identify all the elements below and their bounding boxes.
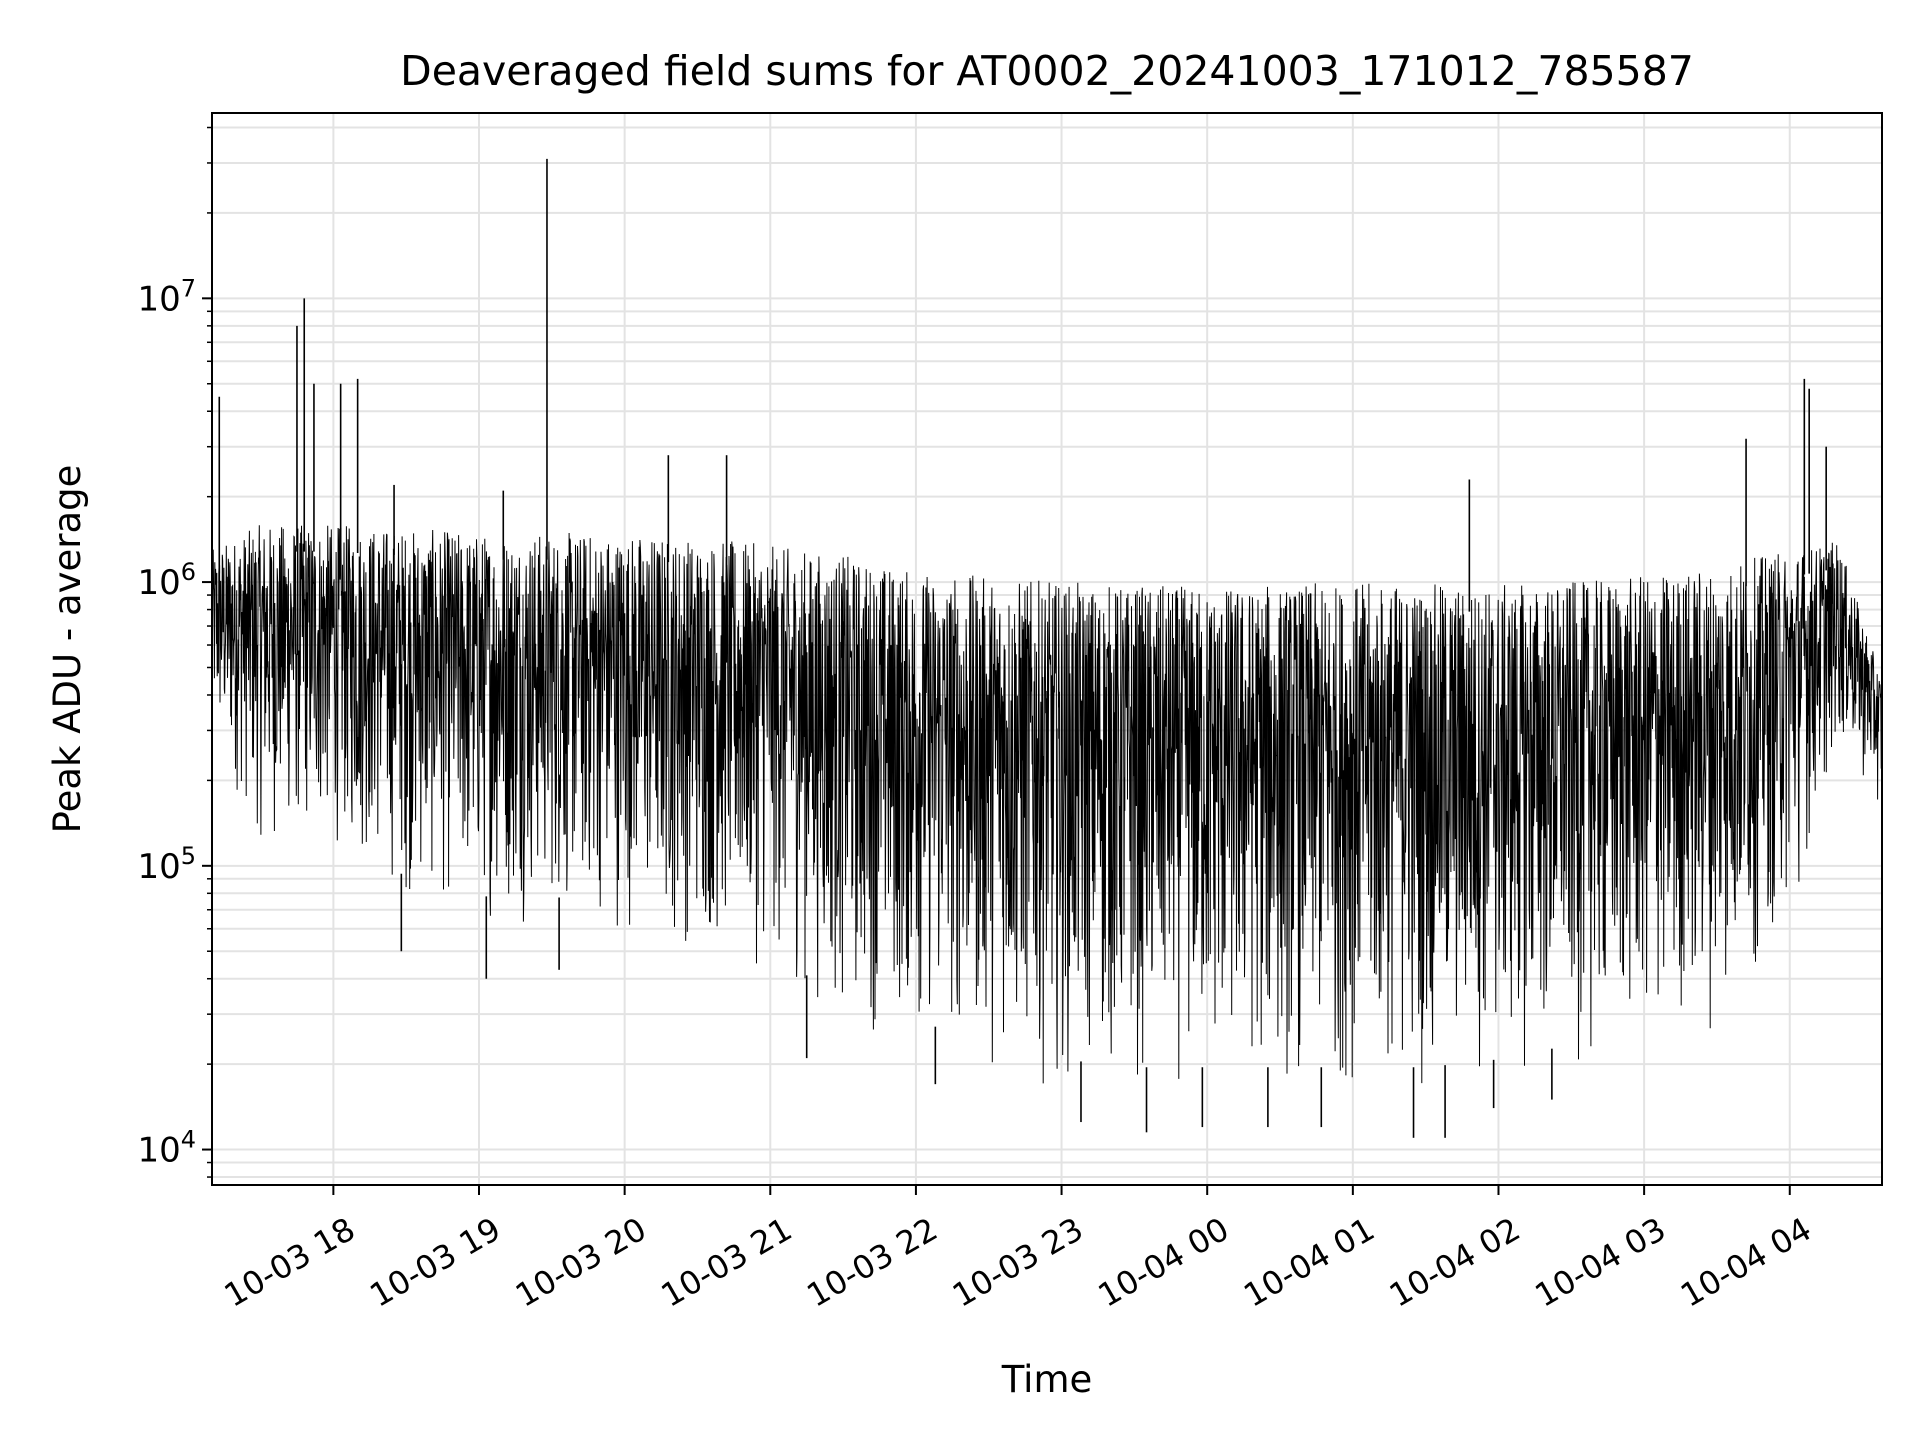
data-line bbox=[211, 525, 1883, 1084]
y-tick-label: 106 bbox=[137, 558, 196, 603]
plot-frame bbox=[211, 112, 1883, 1186]
chart-title: Deaveraged field sums for AT0002_2024100… bbox=[400, 47, 1694, 95]
x-axis-label: Time bbox=[1001, 1358, 1093, 1401]
y-tick-label: 105 bbox=[137, 842, 196, 887]
y-tick-label: 107 bbox=[137, 274, 196, 319]
data-series bbox=[211, 158, 1883, 1138]
y-axis-label: Peak ADU - average bbox=[46, 465, 89, 834]
y-tick-label: 104 bbox=[137, 1126, 196, 1171]
